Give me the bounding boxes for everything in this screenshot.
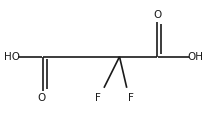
Text: HO: HO	[4, 52, 20, 62]
Text: OH: OH	[187, 52, 203, 62]
Text: F: F	[128, 93, 134, 103]
Text: O: O	[38, 93, 46, 103]
Text: F: F	[95, 93, 101, 103]
Text: O: O	[154, 10, 162, 20]
